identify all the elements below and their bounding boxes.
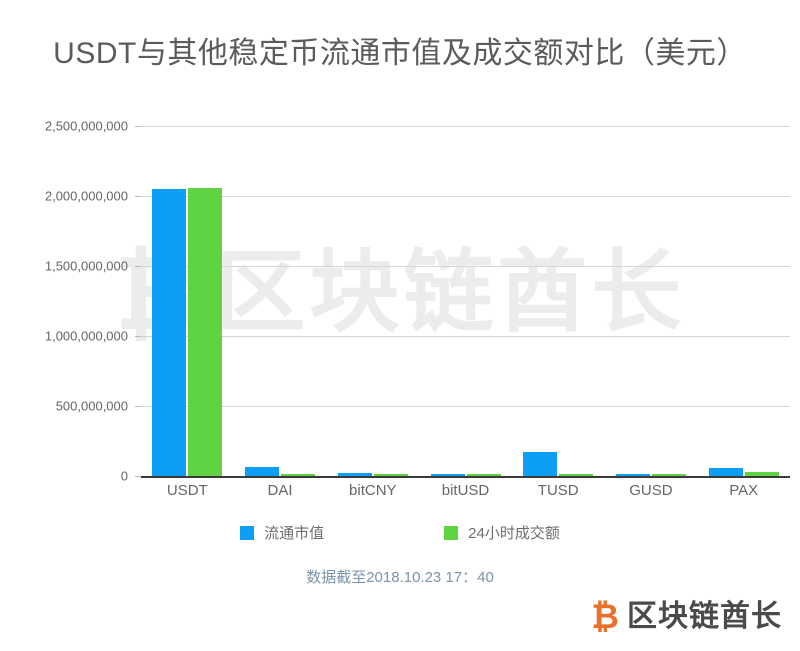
bar-tusd-market-cap[interactable] bbox=[523, 452, 558, 476]
x-axis-label-usdt: USDT bbox=[166, 482, 208, 499]
x-axis-label-bitusd: bitUSD bbox=[441, 482, 490, 499]
brand-logo: ₿ 区块链酋长 bbox=[591, 600, 782, 634]
legend-item-market-cap[interactable]: 流通市值 bbox=[240, 522, 324, 543]
bar-group-pax bbox=[708, 126, 779, 476]
x-axis-label-dai: DAI bbox=[267, 482, 293, 499]
bar-dai-volume[interactable] bbox=[281, 474, 316, 476]
chart-legend[interactable]: 流通市值 24小时成交额 bbox=[0, 522, 800, 543]
gridline bbox=[141, 126, 790, 127]
y-axis-tick-label: 0 bbox=[120, 468, 128, 484]
legend-label: 24小时成交额 bbox=[468, 525, 560, 542]
y-axis-tick bbox=[135, 406, 141, 407]
x-axis-label-pax: PAX bbox=[729, 482, 759, 499]
bar-group-usdt bbox=[152, 126, 223, 476]
gridline bbox=[141, 406, 790, 407]
footnote-text: 数据截至2018.10.23 17：40 bbox=[306, 569, 494, 586]
y-axis-tick-label: 2,500,000,000 bbox=[44, 118, 128, 134]
legend-item-volume[interactable]: 24小时成交额 bbox=[444, 522, 560, 543]
x-axis-label-bitcny: bitCNY bbox=[349, 482, 397, 499]
gridline bbox=[141, 266, 790, 267]
bar-gusd-volume[interactable] bbox=[651, 474, 686, 476]
bar-pax-market-cap[interactable] bbox=[708, 468, 743, 476]
legend-label: 流通市值 bbox=[264, 525, 325, 542]
bar-group-gusd bbox=[615, 126, 686, 476]
bar-group-tusd bbox=[523, 126, 594, 476]
brand-bitcoin-icon: ₿ bbox=[591, 597, 619, 637]
y-axis-tick-label: 1,000,000,000 bbox=[44, 328, 128, 344]
y-axis-tick-label: 2,000,000,000 bbox=[44, 188, 128, 204]
page-title: USDT与其他稳定币流通市值及成交额对比（美元） bbox=[53, 37, 747, 70]
y-axis-tick-label: 500,000,000 bbox=[55, 398, 128, 414]
bar-pax-volume[interactable] bbox=[744, 472, 779, 476]
y-axis-tick bbox=[135, 126, 141, 127]
bar-gusd-market-cap[interactable] bbox=[615, 474, 650, 476]
bar-bitcny-market-cap[interactable] bbox=[337, 472, 372, 476]
bar-bitusd-market-cap[interactable] bbox=[430, 474, 465, 476]
bar-usdt-volume[interactable] bbox=[188, 187, 223, 476]
y-axis-tick bbox=[135, 336, 141, 337]
y-axis-tick-label: 1,500,000,000 bbox=[44, 258, 128, 274]
bar-group-bitcny bbox=[337, 126, 408, 476]
brand-label: 区块链酋长 bbox=[627, 600, 782, 633]
x-axis-label-tusd: TUSD bbox=[537, 482, 579, 499]
y-axis-tick bbox=[135, 196, 141, 197]
bar-tusd-volume[interactable] bbox=[559, 474, 594, 476]
bar-usdt-market-cap[interactable] bbox=[152, 189, 187, 476]
bar-bitcny-volume[interactable] bbox=[373, 474, 408, 476]
gridline bbox=[141, 196, 790, 197]
gridline bbox=[141, 336, 790, 337]
plot-area bbox=[135, 126, 790, 478]
x-axis-baseline bbox=[141, 476, 790, 478]
bar-dai-market-cap[interactable] bbox=[245, 466, 280, 476]
bar-bitusd-volume[interactable] bbox=[466, 474, 501, 476]
legend-swatch-icon bbox=[444, 525, 459, 540]
legend-swatch-icon bbox=[240, 525, 255, 540]
x-axis-label-gusd: GUSD bbox=[629, 482, 673, 499]
bar-group-bitusd bbox=[430, 126, 501, 476]
bar-group-dai bbox=[245, 126, 316, 476]
y-axis-tick bbox=[135, 476, 141, 477]
y-axis-tick bbox=[135, 266, 141, 267]
